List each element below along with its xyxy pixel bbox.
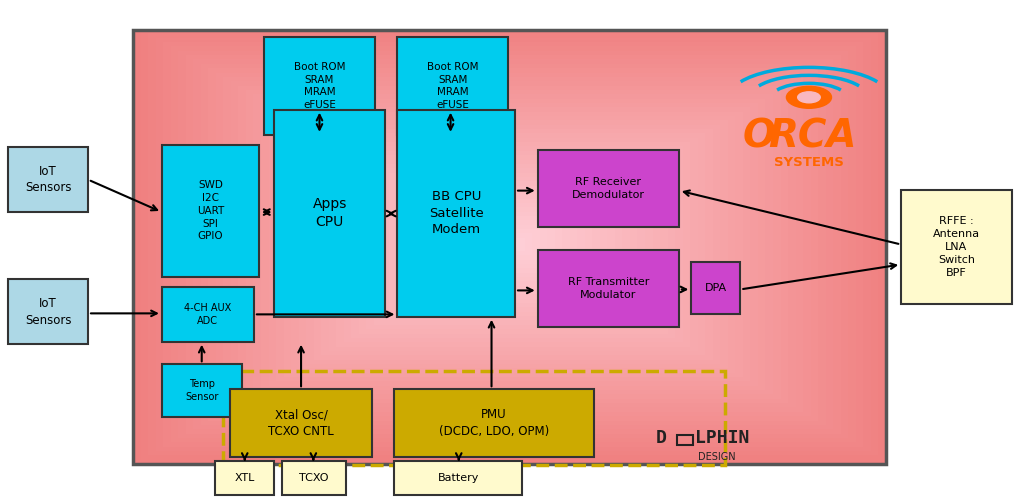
FancyBboxPatch shape — [162, 145, 259, 277]
FancyBboxPatch shape — [8, 147, 88, 212]
Text: RF Transmitter
Modulator: RF Transmitter Modulator — [567, 277, 649, 299]
Text: Temp
Sensor: Temp Sensor — [185, 379, 218, 402]
Text: PMU
(DCDC, LDO, OPM): PMU (DCDC, LDO, OPM) — [439, 408, 549, 438]
Text: DESIGN: DESIGN — [698, 452, 735, 462]
Text: O: O — [742, 117, 775, 155]
Text: SWD
I2C
UART
SPI
GPIO: SWD I2C UART SPI GPIO — [197, 180, 224, 242]
FancyBboxPatch shape — [394, 389, 594, 457]
FancyBboxPatch shape — [538, 250, 679, 327]
Circle shape — [786, 86, 831, 108]
Text: TCXO: TCXO — [299, 473, 329, 483]
Text: RF Receiver
Demodulator: RF Receiver Demodulator — [571, 177, 645, 200]
Text: SYSTEMS: SYSTEMS — [774, 156, 844, 169]
Text: IoT
Sensors: IoT Sensors — [25, 165, 72, 195]
FancyBboxPatch shape — [8, 279, 88, 344]
FancyBboxPatch shape — [397, 110, 515, 317]
FancyBboxPatch shape — [274, 110, 385, 317]
Text: DPA: DPA — [705, 283, 727, 293]
Text: RFFE :
Antenna
LNA
Switch
BPF: RFFE : Antenna LNA Switch BPF — [933, 217, 980, 277]
Text: IoT
Sensors: IoT Sensors — [25, 297, 72, 327]
FancyBboxPatch shape — [162, 287, 254, 342]
FancyBboxPatch shape — [230, 389, 372, 457]
Text: Boot ROM
SRAM
MRAM
eFUSE: Boot ROM SRAM MRAM eFUSE — [294, 62, 345, 110]
Text: Battery: Battery — [437, 473, 479, 483]
Text: Boot ROM
SRAM
MRAM
eFUSE: Boot ROM SRAM MRAM eFUSE — [427, 62, 478, 110]
FancyBboxPatch shape — [901, 190, 1012, 304]
Text: Xtal Osc/
TCXO CNTL: Xtal Osc/ TCXO CNTL — [268, 408, 334, 438]
FancyBboxPatch shape — [162, 364, 242, 417]
FancyBboxPatch shape — [215, 461, 274, 495]
Circle shape — [798, 92, 820, 103]
Text: Apps
CPU: Apps CPU — [312, 198, 347, 229]
Text: BB CPU
Satellite
Modem: BB CPU Satellite Modem — [429, 190, 483, 237]
FancyBboxPatch shape — [397, 37, 508, 135]
FancyBboxPatch shape — [264, 37, 375, 135]
FancyBboxPatch shape — [538, 150, 679, 227]
Text: 4-CH AUX
ADC: 4-CH AUX ADC — [184, 303, 231, 326]
FancyBboxPatch shape — [282, 461, 346, 495]
FancyBboxPatch shape — [691, 262, 740, 314]
Text: LPHIN: LPHIN — [695, 429, 750, 447]
Text: XTL: XTL — [234, 473, 255, 483]
Text: RCA: RCA — [768, 117, 856, 155]
Text: D: D — [655, 429, 667, 447]
FancyBboxPatch shape — [394, 461, 522, 495]
